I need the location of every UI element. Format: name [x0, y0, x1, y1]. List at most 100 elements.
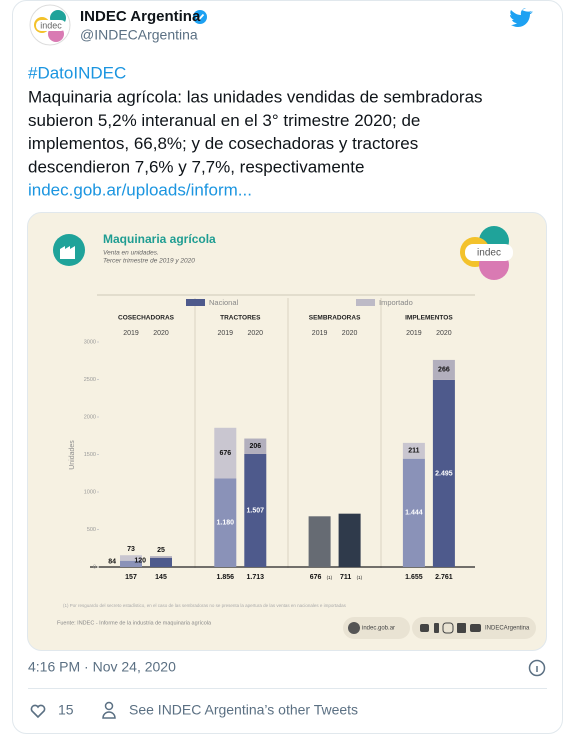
group-label: SEMBRADORAS — [309, 315, 361, 322]
group-label: IMPLEMENTOS — [405, 315, 453, 322]
person-icon-body — [102, 711, 116, 719]
total-label: 2.761 — [435, 574, 453, 581]
website-icon — [348, 622, 360, 634]
bar-segment — [432, 359, 455, 380]
y-tick-label: 3000 — [84, 339, 96, 345]
bar-segment — [402, 458, 425, 567]
timestamp: 4:16 PM · Nov 24, 2020 — [28, 659, 176, 675]
data-label: 84 — [108, 559, 116, 566]
avatar-text: indec — [40, 20, 62, 30]
x-tick-label: 2019 — [218, 330, 234, 337]
like-count: 15 — [58, 702, 74, 718]
person-icon — [104, 701, 114, 711]
data-label: 1.507 — [247, 507, 265, 514]
x-tick-label: 2020 — [153, 330, 169, 337]
icon-twitter — [420, 624, 429, 632]
social-icons — [420, 622, 481, 634]
data-label: 676 — [219, 450, 231, 457]
x-tick-label: 2020 — [248, 330, 264, 337]
logo-text: indec — [477, 248, 501, 259]
icon-linkedin — [457, 623, 466, 633]
footnote: (1) Por resguardo del secreto estadístic… — [63, 603, 347, 608]
info-icon[interactable] — [528, 659, 546, 677]
verified-check — [195, 13, 205, 21]
bar-segment — [214, 427, 237, 479]
website-pill[interactable] — [343, 617, 410, 639]
total-label: 1.856 — [217, 574, 235, 581]
chart-subtitle: Venta en unidades. — [103, 250, 159, 257]
bar-segment — [150, 558, 172, 567]
data-label: 1.180 — [217, 520, 235, 527]
bar-segment — [432, 379, 455, 567]
link[interactable]: indec.gob.ar/uploads/inform... — [28, 180, 252, 199]
total-note: (1) — [357, 575, 363, 580]
factory-shape — [60, 246, 75, 259]
group-label: TRACTORES — [220, 315, 261, 322]
bar-segment — [120, 560, 142, 567]
chart-image[interactable] — [27, 212, 547, 651]
like-icon[interactable] — [30, 704, 46, 719]
chart-title: Maquinaria agrícola — [103, 232, 216, 246]
icon-facebook — [434, 623, 439, 633]
bar — [308, 516, 331, 567]
total-label: 1.655 — [405, 574, 423, 581]
y-tick-label: 1500 — [84, 452, 96, 458]
y-tick-label: 2500 — [84, 377, 96, 383]
handle: @INDECArgentina — [80, 27, 198, 43]
avatar-pill — [36, 20, 66, 31]
data-label: 266 — [438, 367, 450, 374]
data-label: 211 — [408, 448, 419, 455]
author-name[interactable]: INDEC Argentina — [80, 8, 201, 25]
bar-segment — [214, 478, 237, 567]
tweet-text-line: descendieron 7,6% y 7,7%, respectivament… — [28, 157, 364, 176]
icon-youtube — [470, 624, 481, 632]
bar — [338, 513, 361, 567]
social-handle: INDECArgentina — [485, 626, 530, 632]
total-note: (1) — [327, 575, 333, 580]
bar-segment — [150, 556, 172, 558]
x-tick-label: 2020 — [342, 330, 358, 337]
y-tick-label: 500 — [87, 527, 96, 533]
verified-badge — [193, 10, 207, 24]
twitter-logo[interactable] — [510, 8, 533, 27]
y-tick-label: 1000 — [84, 489, 96, 495]
other-tweets[interactable]: See INDEC Argentina’s other Tweets — [129, 702, 358, 718]
x-tick-label: 2020 — [436, 330, 452, 337]
data-label: 120 — [134, 557, 146, 564]
legend-label: Nacional — [209, 298, 239, 307]
total-label: 157 — [125, 574, 137, 581]
website: indec.gob.ar — [362, 626, 395, 632]
icon-instagram — [442, 622, 454, 634]
total-label: 711 — [340, 574, 351, 581]
source: Fuente: INDEC - Informe de la industria … — [57, 620, 212, 626]
bar-segment — [244, 438, 267, 454]
legend-swatch — [356, 299, 375, 306]
y-tick-label: 0 — [93, 564, 96, 570]
chart-subtitle: Tercer trimestre de 2019 y 2020 — [103, 258, 195, 265]
data-label: 2.495 — [435, 470, 453, 477]
total-label: 676 — [310, 574, 322, 581]
x-tick-label: 2019 — [123, 330, 139, 337]
x-tick-label: 2019 — [406, 330, 422, 337]
total-label: 145 — [155, 574, 167, 581]
data-label: 206 — [249, 443, 261, 450]
hashtag[interactable]: #DatoINDEC — [28, 63, 126, 82]
y-axis-label: Unidades — [69, 440, 76, 470]
total-label: 1.713 — [247, 574, 265, 581]
data-label: 73 — [127, 546, 135, 553]
legend-swatch — [186, 299, 205, 306]
bar-segment — [402, 442, 425, 459]
tweet-text-line: Maquinaria agrícola: las unidades vendid… — [28, 87, 483, 106]
bar-segment — [120, 555, 142, 561]
data-label: 1.444 — [405, 510, 423, 517]
bar-segment — [244, 453, 267, 567]
tweet-text-line: implementos, 66,8%; y de cosechadoras y … — [28, 134, 418, 153]
data-label: 25 — [157, 547, 165, 554]
legend-label: Importado — [379, 298, 413, 307]
logo-pill — [465, 244, 513, 261]
y-tick-label: 2000 — [84, 414, 96, 420]
x-tick-label: 2019 — [312, 330, 328, 337]
tweet-text-line: subieron 5,2% interanual en el 3° trimes… — [28, 111, 420, 130]
group-label: COSECHADORAS — [118, 315, 175, 322]
